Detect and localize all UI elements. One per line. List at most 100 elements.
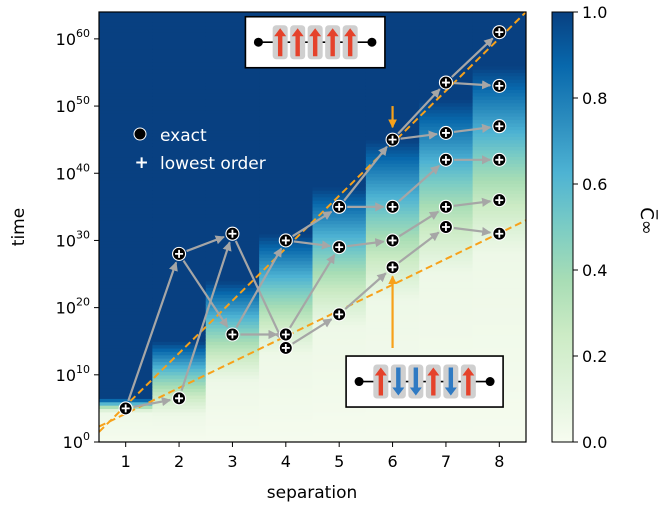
heatmap-cell: [472, 169, 526, 174]
heatmap-cell: [152, 59, 207, 63]
heatmap-cell: [205, 351, 260, 356]
heatmap-cell: [419, 116, 474, 121]
heatmap-cell: [205, 290, 260, 295]
heatmap-cell: [365, 438, 420, 442]
heatmap-cell: [312, 220, 367, 225]
heatmap-cell: [312, 139, 367, 144]
heatmap-cell: [205, 398, 260, 403]
heatmap-cell: [312, 186, 367, 191]
heatmap-cell: [99, 227, 153, 231]
heatmap-cell: [205, 119, 260, 124]
chain-end-right: [367, 37, 377, 47]
heatmap-cell: [99, 85, 153, 90]
heatmap-cell: [259, 92, 314, 97]
data-point: [225, 327, 240, 342]
heatmap-cell: [365, 193, 420, 198]
heatmap-cell: [152, 85, 207, 90]
inset-neel: [345, 355, 504, 408]
transition-arrow: [397, 88, 441, 135]
heatmap-cell: [472, 42, 526, 47]
data-point: [278, 327, 293, 342]
heatmap-cell: [205, 210, 260, 215]
heatmap-cell: [419, 270, 474, 275]
heatmap-cell: [419, 277, 474, 282]
heatmap-cell: [205, 156, 260, 161]
heatmap-cell: [419, 32, 474, 37]
heatmap-cell: [472, 307, 526, 312]
heatmap-cell: [152, 317, 207, 322]
heatmap-cell: [152, 354, 207, 359]
heatmap-cell: [259, 277, 314, 282]
heatmap-cell: [312, 126, 367, 131]
heatmap-cell: [312, 176, 367, 181]
heatmap-cell: [152, 263, 207, 268]
heatmap-cell: [205, 193, 260, 198]
chain-end-left: [253, 37, 263, 47]
heatmap-cell: [259, 388, 314, 393]
heatmap-cell: [99, 15, 153, 20]
heatmap-cell: [259, 431, 314, 436]
heatmap-cell: [472, 415, 526, 420]
heatmap-cell: [205, 35, 260, 40]
heatmap-cell: [99, 233, 153, 238]
heatmap-cell: [99, 132, 153, 137]
heatmap-cell: [419, 122, 474, 127]
heatmap-cell: [152, 106, 207, 111]
heatmap-cell: [99, 284, 153, 289]
heatmap-cell: [99, 69, 153, 74]
heatmap-cell: [205, 310, 260, 315]
heatmap-cell: [152, 213, 207, 218]
heatmap-cell: [312, 136, 367, 141]
heatmap-cell: [99, 116, 153, 121]
heatmap-cell: [365, 183, 420, 188]
data-point: [332, 240, 347, 255]
heatmap-cell: [312, 324, 367, 329]
heatmap-cell: [205, 260, 260, 265]
heatmap-cell: [312, 334, 367, 339]
heatmap-cell: [312, 327, 367, 332]
heatmap-cell: [419, 287, 474, 292]
heatmap-cell: [472, 173, 526, 178]
heatmap-cell: [99, 136, 153, 141]
heatmap-cell: [472, 408, 526, 413]
heatmap-cell: [365, 415, 420, 420]
heatmap-cell: [365, 62, 420, 67]
data-point: [332, 199, 347, 214]
heatmap-cell: [312, 304, 367, 309]
heatmap-cell: [472, 304, 526, 309]
heatmap-cell: [259, 169, 314, 174]
heatmap-cell: [365, 92, 420, 97]
heatmap-cell: [312, 223, 367, 228]
heatmap-cell: [99, 112, 153, 117]
lowest-order-marker: [441, 223, 450, 231]
heatmap-cell: [99, 331, 153, 336]
heatmap-cell: [259, 307, 314, 312]
spin-up-arrow: [309, 28, 322, 57]
data-point: [438, 199, 453, 214]
data-point: [332, 307, 347, 322]
heatmap-cell: [99, 62, 153, 67]
heatmap-cell: [152, 153, 207, 158]
heatmap-cell: [205, 220, 260, 225]
heatmap-cell: [365, 169, 420, 174]
heatmap-cell: [99, 143, 153, 147]
heatmap-cell: [152, 72, 207, 77]
heatmap-cell: [472, 22, 526, 27]
heatmap-cell: [99, 371, 153, 376]
heatmap-cell: [205, 277, 260, 282]
colorbar-tick-label: 0.4: [582, 261, 607, 280]
heatmap-cell: [259, 149, 314, 154]
data-point: [438, 152, 453, 167]
heatmap-cell: [419, 263, 474, 268]
heatmap-cell: [259, 267, 314, 272]
heatmap-cell: [99, 347, 153, 352]
y-tick-label: 100: [63, 430, 90, 452]
heatmap-cell: [312, 438, 367, 442]
heatmap-cell: [419, 297, 474, 302]
heatmap-cell: [205, 216, 260, 221]
heatmap-cell: [312, 75, 367, 80]
heatmap-cell: [205, 263, 260, 268]
heatmap-cell: [99, 263, 153, 268]
heatmap-cell: [259, 317, 314, 322]
heatmap-cell: [312, 173, 367, 178]
